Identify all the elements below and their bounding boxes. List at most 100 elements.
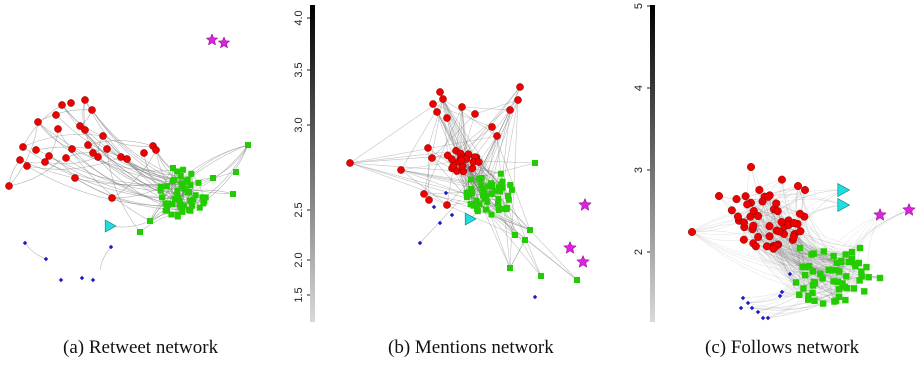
edge [461,106,467,193]
edge [755,246,797,283]
node-circle [688,227,697,236]
edge [784,225,834,257]
edge [400,169,489,187]
node-circle [758,197,767,206]
node-circle [45,152,53,160]
edge [139,210,191,233]
node-square [843,284,851,292]
edge [797,185,850,263]
node-circle [488,123,496,131]
node-square [801,263,809,271]
edge [798,247,804,289]
caption-retweet-network: (a) Retweet network [63,337,219,358]
node-square [233,169,239,175]
node-square [478,182,485,189]
node-square [192,192,199,199]
node-circle [777,218,786,227]
edge [691,231,840,290]
node-square [468,186,475,193]
edge [106,148,181,177]
edge [111,149,157,199]
node-circle [81,96,89,104]
edge [758,236,841,262]
edge [747,281,815,304]
edge [832,256,840,297]
node-square [495,206,502,213]
node-diamond [787,271,793,277]
node-square [190,196,197,203]
edge [432,103,470,196]
edge [795,185,814,286]
edge [737,216,841,262]
node-square [819,300,827,307]
edge [22,133,104,148]
node-square [848,255,855,262]
node-diamond [79,275,85,281]
node-circle [795,209,804,218]
edge [777,210,846,255]
edge [102,135,154,147]
node-circle [453,167,461,175]
node-diamond [417,240,423,246]
node-diamond [779,289,785,295]
mentions-network-graph [346,83,592,300]
node-square [188,170,195,177]
node-circle [443,201,451,209]
edge [776,189,806,231]
node-circle [754,233,763,242]
node-square [835,293,843,301]
node-circle [429,100,437,108]
edge [489,209,578,281]
node-square [179,208,186,215]
node-square [484,198,491,205]
node-square [174,191,181,198]
node-circle [34,118,42,126]
edge [442,98,503,209]
edge [509,239,526,269]
node-square [504,204,511,211]
node-square [492,187,499,194]
mentions-colorbar-tick-label: 3.5 [293,62,305,77]
edge [423,106,463,195]
node-square [508,186,515,193]
follows-colorbar-tick-label: 4 [633,85,645,91]
node-circle [16,156,24,164]
edge [781,281,834,293]
node-square [800,285,807,292]
node-square [210,175,216,181]
node-circle [764,192,773,201]
node-circle [801,185,810,194]
edge [106,148,141,233]
node-square [187,182,194,189]
follows-colorbar-tick-label: 5 [633,3,645,9]
edge [776,245,853,261]
node-circle [743,200,752,209]
edge [783,233,815,283]
node-square [538,273,544,279]
node-circle [23,162,31,170]
node-circle [81,126,89,134]
edge [731,210,794,241]
node-square [499,184,506,191]
edge [456,170,499,211]
edge [65,152,94,159]
node-circle [732,195,741,204]
node-square [478,175,485,182]
node-square [505,196,512,203]
node-circle [397,166,405,174]
edge [743,239,806,276]
edge [691,210,754,233]
node-circle [749,221,758,230]
edge [744,227,837,301]
node-circle [420,190,428,198]
node-square [809,282,817,289]
node-square [489,182,495,188]
node-square [848,248,856,256]
node-square [174,168,181,175]
edge [478,135,498,163]
edge [753,185,799,212]
node-circle [94,153,102,161]
node-circle [123,155,131,163]
node-diamond [755,309,761,315]
edge [161,144,249,198]
